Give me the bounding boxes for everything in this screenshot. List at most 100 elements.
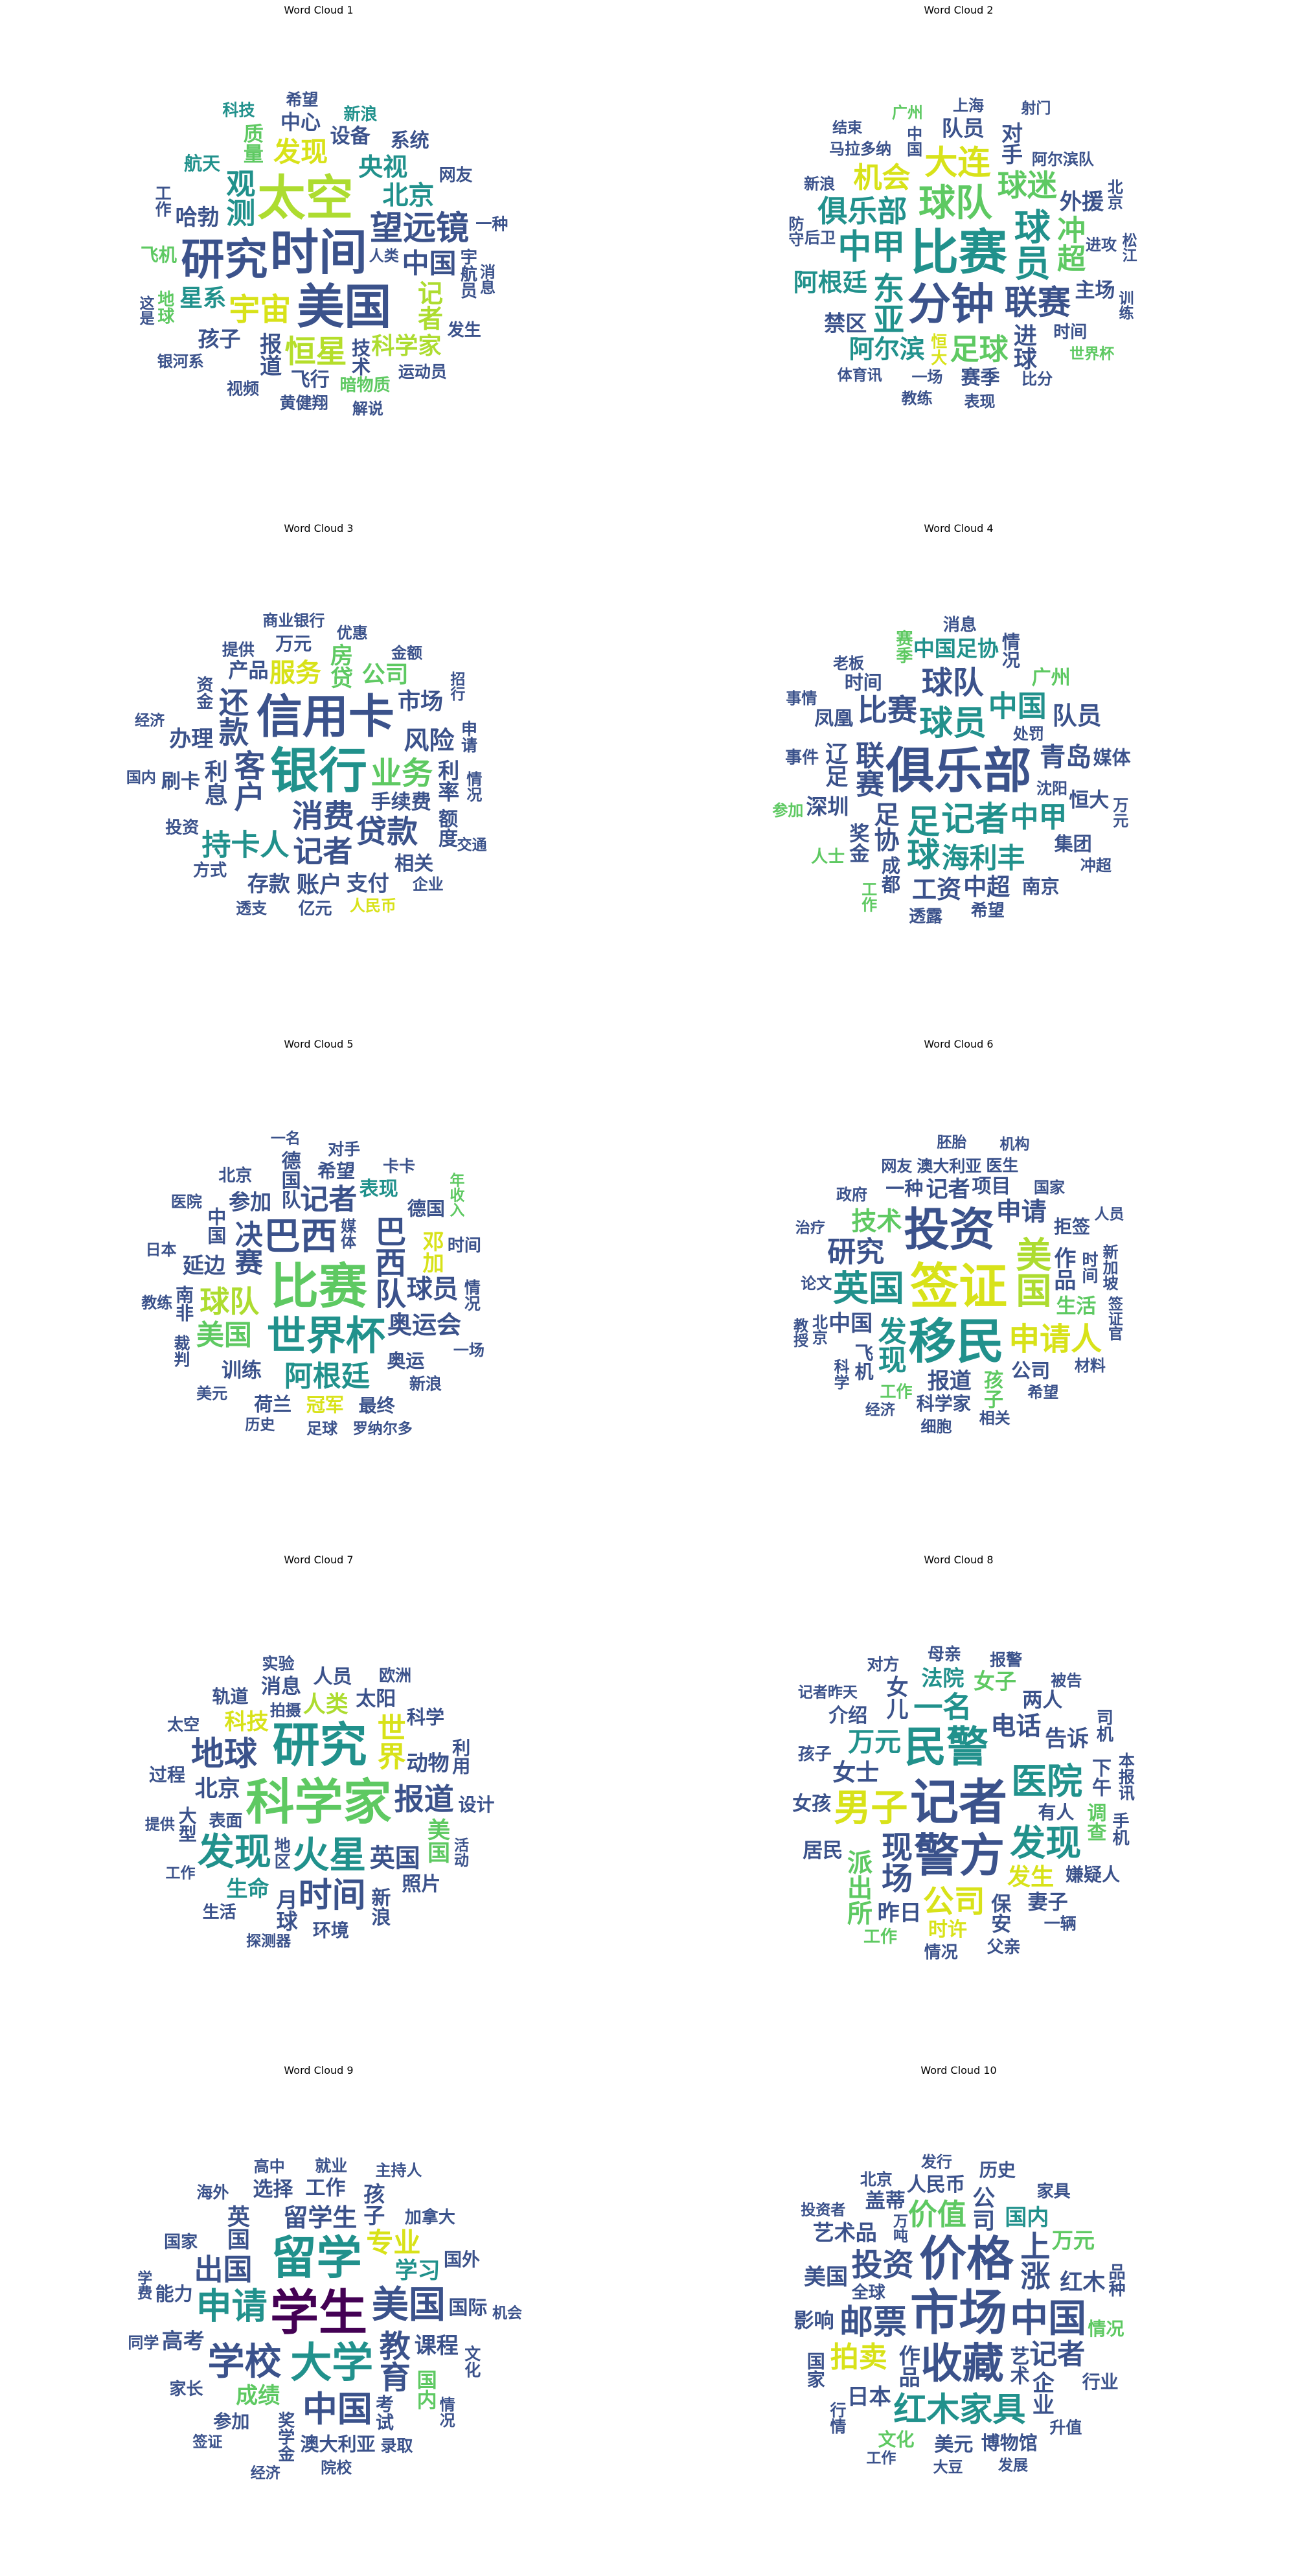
cloud-word: 飞行 xyxy=(290,369,330,392)
cloud-word: 企业 xyxy=(412,875,444,893)
cloud-word: 比赛 xyxy=(858,693,918,728)
cloud-word: 方式 xyxy=(193,861,227,881)
word-cloud-panel: Word Cloud 9 学生 留学 大学 美国 学校 申请 中国 教育 出国 专业 留学生 英国 学习成… xyxy=(53,2060,584,2553)
cloud-word: 参加 xyxy=(772,801,804,820)
cloud-word: 国家 xyxy=(1034,1178,1065,1197)
cloud-word: 一场 xyxy=(911,367,943,386)
cloud-word: 教练 xyxy=(141,1293,173,1312)
cloud-word: 被告 xyxy=(1051,1672,1082,1690)
cloud-word: 工作 xyxy=(880,1382,913,1401)
cloud-word: 机会 xyxy=(853,161,911,195)
word-cloud-panel: Word Cloud 3 银行 信用卡 消费 客户 业务 贷款 记者 还款 持卡人 服务 风险 利息 公司… xyxy=(53,518,584,1011)
cloud-word: 德国 xyxy=(407,1197,445,1220)
cloud-word: 美国 xyxy=(196,1319,252,1352)
cloud-word: 美元 xyxy=(196,1385,228,1403)
cloud-word: 服务 xyxy=(269,658,321,688)
cloud-word: 南京 xyxy=(1021,875,1060,898)
cloud-word: 发现 xyxy=(273,135,328,168)
cloud-word: 投资者 xyxy=(801,2202,846,2219)
cloud-word: 质量 xyxy=(239,123,263,164)
cloud-word: 运动员 xyxy=(398,362,447,382)
cloud-word: 资金 xyxy=(193,675,213,709)
cloud-word: 商业银行 xyxy=(262,611,325,630)
cloud-word: 裁判 xyxy=(172,1335,191,1368)
cloud-word: 国内 xyxy=(1005,2205,1049,2231)
cloud-word: 记者 xyxy=(1029,2338,1086,2371)
cloud-word: 联赛 xyxy=(1004,284,1071,323)
cloud-word: 情况 xyxy=(462,1279,481,1312)
cloud-word: 球队 xyxy=(200,1283,260,1319)
cloud-word: 支付 xyxy=(346,870,389,896)
cloud-word: 世界 xyxy=(372,1713,405,1771)
cloud-word: 延边 xyxy=(182,1252,225,1278)
cloud-word: 照片 xyxy=(402,1873,441,1896)
cloud-word: 签证 xyxy=(909,1258,1008,1315)
cloud-word: 这是 xyxy=(137,295,154,326)
cloud-word: 太空 xyxy=(257,170,354,226)
word-cloud-panel: Word Cloud 1 时间 太空 美国 研究 望远镜 宇宙 恒星 观测 中国 发现 北京 记者 央视科… xyxy=(53,0,584,492)
cloud-word: 手机 xyxy=(1110,1812,1130,1846)
cloud-word: 报道 xyxy=(927,1368,972,1395)
cloud-word: 万元 xyxy=(275,632,312,654)
cloud-word: 中超 xyxy=(963,874,1010,901)
cloud-word: 过程 xyxy=(149,1764,186,1786)
cloud-word: 机会 xyxy=(492,2305,523,2322)
cloud-word: 网友 xyxy=(439,165,473,185)
cloud-word: 时间 xyxy=(298,1876,366,1916)
cloud-word: 轨道 xyxy=(212,1686,249,1708)
cloud-word: 新加坡 xyxy=(1100,1243,1119,1291)
cloud-word: 投资 xyxy=(904,1203,995,1257)
word-cloud: 比赛 世界杯 巴西 巴西队 球队 记者 阿根廷 决赛 美国 球员 奥运会 邓加 延边 参加 训练 德国队 表现奥… xyxy=(53,1060,584,1513)
cloud-word: 球迷 xyxy=(997,168,1057,203)
cloud-word: 星系 xyxy=(179,284,227,312)
cloud-word: 阿根廷 xyxy=(284,1359,370,1393)
word-cloud-panel: Word Cloud 7 科学家 研究 火星 发现 时间 地球 报道 世界 英国 北京 人类 美国 科技动… xyxy=(53,1550,584,2042)
cloud-word: 奖学金 xyxy=(275,2411,295,2463)
cloud-word: 艺术 xyxy=(1006,2346,1029,2386)
cloud-word: 恒大 xyxy=(928,333,948,366)
cloud-word: 居民 xyxy=(803,1839,843,1863)
cloud-word: 航天 xyxy=(184,152,221,174)
cloud-word: 企业 xyxy=(1028,2371,1055,2416)
cloud-word: 一种 xyxy=(885,1177,924,1200)
cloud-word: 视频 xyxy=(226,379,259,398)
cloud-word: 医院 xyxy=(1011,1760,1083,1802)
cloud-word: 人员 xyxy=(1094,1206,1124,1223)
cloud-word: 辽足 xyxy=(821,742,848,788)
cloud-word: 现场 xyxy=(876,1831,912,1894)
cloud-word: 男子 xyxy=(834,1786,908,1830)
cloud-word: 工作 xyxy=(863,1927,897,1947)
cloud-word: 中国 xyxy=(1010,2295,1087,2341)
word-cloud: 俱乐部 球员 记者 足球 球队 比赛 中国 联赛 中甲 海利丰 青岛 足协 队员 工资 中超 辽足 中国足协 深圳… xyxy=(693,544,1224,998)
word-cloud: 市场 价格 收藏 中国 邮票 红木家具 投资 上涨 价值 拍卖 记者 公司 红木 国内 日本 企业 美国 艺术品万… xyxy=(693,2086,1224,2540)
chart-title: Word Cloud 8 xyxy=(924,1554,994,1566)
cloud-word: 孩子 xyxy=(797,1744,832,1764)
cloud-word: 相关 xyxy=(979,1409,1010,1427)
cloud-word: 国外 xyxy=(444,2248,481,2270)
cloud-word: 一辆 xyxy=(1044,1914,1077,1933)
cloud-word: 记者昨天 xyxy=(797,1684,858,1701)
cloud-word: 高中 xyxy=(253,2157,285,2176)
cloud-word: 媒体 xyxy=(337,1217,356,1249)
cloud-word: 信用卡 xyxy=(256,689,394,744)
cloud-word: 教授 xyxy=(790,1317,808,1348)
cloud-word: 院校 xyxy=(321,2459,352,2478)
cloud-word: 孩子 xyxy=(979,1370,1003,1409)
cloud-word: 哈勃 xyxy=(175,204,220,231)
cloud-word: 消费 xyxy=(291,798,354,835)
cloud-word: 工作 xyxy=(165,1865,196,1882)
cloud-word: 女孩 xyxy=(792,1792,832,1815)
cloud-word: 女子 xyxy=(973,1668,1016,1694)
cloud-word: 美国 xyxy=(804,2264,849,2290)
cloud-word: 报道 xyxy=(394,1782,454,1817)
cloud-word: 作品 xyxy=(1049,1247,1076,1291)
cloud-word: 国家 xyxy=(164,2232,198,2252)
cloud-word: 申请 xyxy=(996,1197,1047,1227)
cloud-word: 南非 xyxy=(173,1285,195,1322)
cloud-word: 嫌疑人 xyxy=(1066,1863,1121,1885)
chart-title: Word Cloud 1 xyxy=(284,4,354,16)
cloud-word: 科学家 xyxy=(371,332,442,360)
cloud-word: 利率 xyxy=(434,759,460,803)
cloud-word: 工作 xyxy=(153,185,172,218)
cloud-word: 孩子 xyxy=(198,326,241,352)
